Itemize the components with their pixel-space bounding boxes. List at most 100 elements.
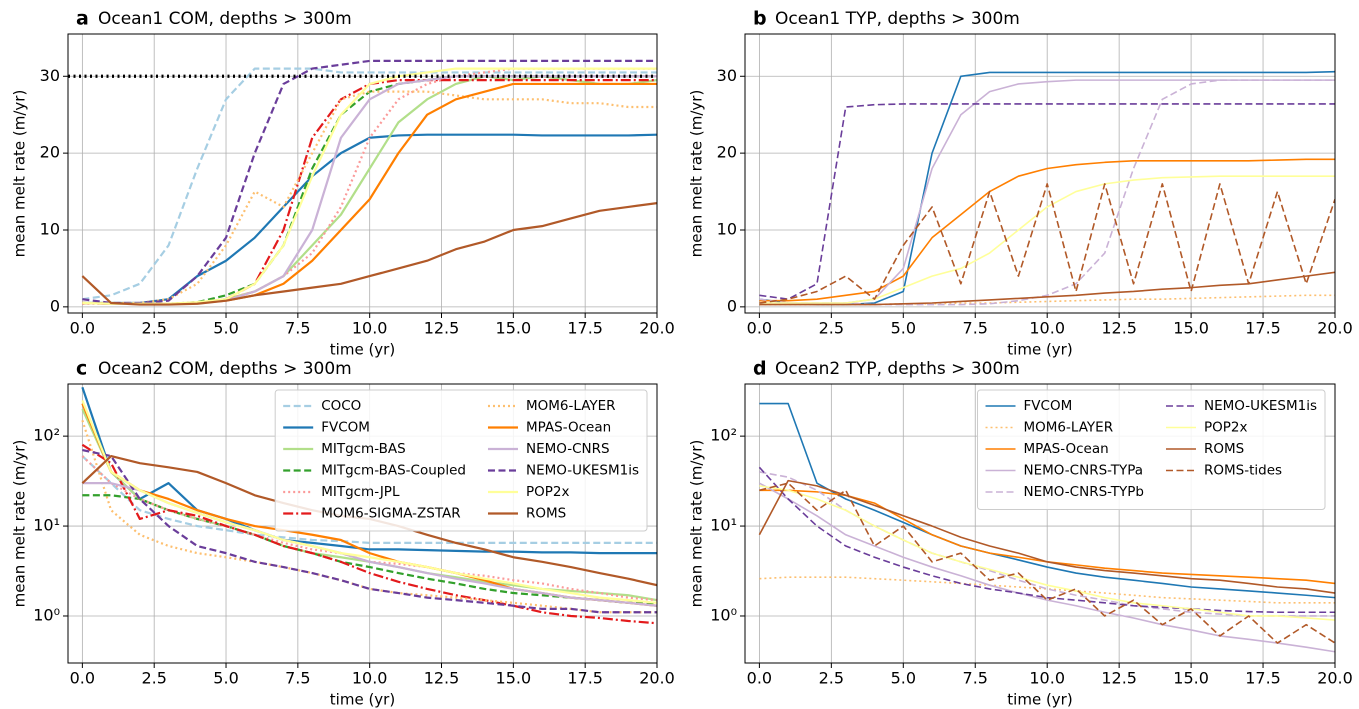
x-tick-label: 10.0 bbox=[1029, 319, 1065, 338]
legend-label: NEMO-CNRS-TYPa bbox=[1024, 463, 1144, 479]
lines bbox=[758, 402, 1335, 653]
series-line bbox=[759, 175, 1335, 304]
y-tick-label: 0 bbox=[727, 296, 737, 315]
legend-label: MPAS-Ocean bbox=[1024, 441, 1109, 457]
y-tick-label: 20 bbox=[717, 143, 737, 162]
legend-label: NEMO-CNRS bbox=[526, 441, 610, 457]
plot-frame bbox=[67, 383, 658, 664]
legend: COCO FVCOM MITgcm-BAS MITgcm-BAS-Coupled MIT… bbox=[274, 389, 648, 532]
legend-label: ROMS bbox=[526, 506, 566, 522]
series-line bbox=[82, 448, 657, 614]
series-line bbox=[759, 79, 1335, 306]
x-tick-label: 5.0 bbox=[213, 319, 238, 338]
panel: 0.0 2.5 5.0 7.5 10.0 12.5 15.0 17.5 20.0 0 10 20 30 a… bbox=[11, 8, 675, 359]
chart-title: Ocean1 TYP, depths > 300m bbox=[775, 9, 1020, 29]
series-line bbox=[81, 443, 657, 625]
x-tick-label: 20.0 bbox=[1317, 319, 1353, 338]
y-axis-label: mean melt rate (m/yr) bbox=[688, 440, 706, 608]
x-tick-label: 17.5 bbox=[1245, 319, 1281, 338]
x-tick-label: 17.5 bbox=[567, 669, 603, 688]
lines bbox=[81, 386, 657, 625]
series-line bbox=[759, 482, 1335, 644]
plot-frame bbox=[744, 383, 1336, 664]
legend: FVCOM MOM6-LAYER MPAS-Ocean NEMO-CNRS-TYPa N… bbox=[977, 389, 1326, 510]
x-tick-label: 7.5 bbox=[285, 319, 310, 338]
y-tick-label: 30 bbox=[717, 66, 737, 85]
y-tick-label: 10⁰ bbox=[710, 605, 737, 624]
series-line bbox=[82, 494, 657, 604]
y-tick-label: 10² bbox=[33, 426, 60, 445]
panel: 0.0 2.5 5.0 7.5 10.0 12.5 15.0 17.5 20.0 0 10 20 30 b… bbox=[688, 8, 1353, 359]
chart-title: Ocean1 COM, depths > 300m bbox=[98, 9, 352, 29]
series-line bbox=[82, 59, 657, 305]
x-tick-label: 5.0 bbox=[891, 669, 916, 688]
y-tick-label: 10 bbox=[717, 219, 737, 238]
legend-label: ROMS-tides bbox=[1204, 463, 1282, 479]
x-tick-label: 0.0 bbox=[70, 669, 95, 688]
legend-label: POP2x bbox=[526, 484, 570, 500]
y-tick-label: 10¹ bbox=[33, 516, 60, 535]
series-line bbox=[82, 67, 657, 301]
x-tick-label: 17.5 bbox=[1245, 669, 1281, 688]
x-tick-label: 17.5 bbox=[567, 319, 603, 338]
x-tick-label: 5.0 bbox=[891, 319, 916, 338]
legend-label: NEMO-CNRS-TYPb bbox=[1024, 484, 1144, 500]
x-tick-label: 10.0 bbox=[352, 319, 388, 338]
series-line bbox=[81, 399, 657, 604]
x-tick-label: 2.5 bbox=[141, 319, 166, 338]
legend-label: MPAS-Ocean bbox=[526, 420, 611, 436]
y-tick-label: 0 bbox=[50, 296, 60, 315]
x-tick-label: 12.5 bbox=[424, 669, 460, 688]
legend-label: MITgcm-BAS bbox=[321, 441, 405, 457]
series-line bbox=[759, 271, 1335, 306]
series-line bbox=[758, 466, 1335, 614]
x-tick-label: 7.5 bbox=[285, 669, 310, 688]
x-tick-label: 0.0 bbox=[747, 669, 772, 688]
legend-label: NEMO-UKESM1is bbox=[526, 463, 639, 479]
x-tick-label: 5.0 bbox=[213, 669, 238, 688]
plot-frame bbox=[744, 33, 1336, 314]
panel: 0.0 2.5 5.0 7.5 10.0 12.5 15.0 17.5 20.0 10⁰ 10¹ 10… bbox=[11, 358, 675, 709]
series-line bbox=[759, 103, 1335, 300]
series-line bbox=[759, 402, 1335, 599]
panel-label: d bbox=[753, 358, 767, 380]
series-line bbox=[759, 485, 1335, 621]
x-tick-label: 10.0 bbox=[1029, 669, 1065, 688]
x-tick-label: 0.0 bbox=[70, 319, 95, 338]
legend-label: MOM6-LAYER bbox=[1024, 420, 1114, 436]
legend-label: ROMS bbox=[1204, 441, 1244, 457]
legend-label: MITgcm-BAS-Coupled bbox=[321, 463, 466, 479]
lines bbox=[759, 70, 1335, 306]
x-axis-label: time (yr) bbox=[1007, 691, 1072, 709]
y-axis-label: mean melt rate (m/yr) bbox=[11, 90, 29, 258]
legend-label: MITgcm-JPL bbox=[321, 484, 400, 500]
x-tick-label: 15.0 bbox=[496, 669, 532, 688]
x-tick-label: 0.0 bbox=[747, 319, 772, 338]
x-tick-label: 10.0 bbox=[352, 669, 388, 688]
x-axis-label: time (yr) bbox=[330, 341, 395, 359]
y-tick-label: 10 bbox=[40, 219, 60, 238]
y-tick-label: 10² bbox=[710, 426, 737, 445]
series-line bbox=[81, 455, 657, 544]
legend-label: MOM6-LAYER bbox=[526, 398, 616, 414]
legend-frame bbox=[274, 389, 648, 532]
lines bbox=[68, 59, 657, 306]
x-tick-label: 15.0 bbox=[1173, 319, 1209, 338]
series-line bbox=[81, 386, 657, 555]
y-axis-label: mean melt rate (m/yr) bbox=[11, 440, 29, 608]
x-tick-label: 20.0 bbox=[1317, 669, 1353, 688]
y-tick-label: 30 bbox=[40, 66, 60, 85]
x-tick-label: 12.5 bbox=[1101, 669, 1137, 688]
series-line bbox=[759, 576, 1335, 604]
x-tick-label: 2.5 bbox=[819, 669, 844, 688]
chart-title: Ocean2 TYP, depths > 300m bbox=[775, 359, 1020, 379]
series-line bbox=[759, 482, 1335, 653]
x-tick-label: 12.5 bbox=[424, 319, 460, 338]
panel: 0.0 2.5 5.0 7.5 10.0 12.5 15.0 17.5 20.0 10⁰ 10¹ 10… bbox=[688, 358, 1353, 709]
x-tick-label: 20.0 bbox=[639, 669, 675, 688]
x-axis-label: time (yr) bbox=[330, 691, 395, 709]
series-line bbox=[758, 479, 1335, 594]
x-tick-label: 12.5 bbox=[1101, 319, 1137, 338]
x-axis-label: time (yr) bbox=[1007, 341, 1072, 359]
